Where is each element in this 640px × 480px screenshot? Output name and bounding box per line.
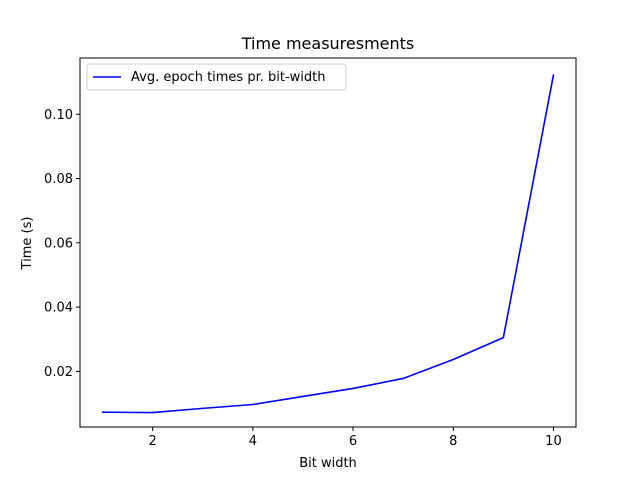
x-tick-label: 4 xyxy=(249,434,257,449)
y-tick-label: 0.04 xyxy=(44,301,73,316)
series-line xyxy=(102,74,555,414)
legend-series-label: Avg. epoch times pr. bit-width xyxy=(131,70,326,85)
x-tick-label: 6 xyxy=(349,434,357,449)
y-tick-label: 0.10 xyxy=(44,108,73,123)
y-tick-label: 0.06 xyxy=(44,236,73,251)
axes-frame xyxy=(79,57,577,428)
data-point xyxy=(201,407,204,410)
legend: Avg. epoch times pr. bit-width xyxy=(86,63,347,91)
x-tick-label: 2 xyxy=(149,434,157,449)
data-point xyxy=(452,358,455,361)
y-axis: 0.02 0.04 0.06 0.08 0.10 xyxy=(44,108,80,380)
y-tick-label: 0.02 xyxy=(44,365,73,380)
data-point xyxy=(101,411,104,414)
data-point xyxy=(552,74,555,76)
data-point xyxy=(502,336,505,339)
data-point xyxy=(302,395,304,398)
chart-title: Time measuresments xyxy=(241,34,415,53)
x-tick-label: 8 xyxy=(449,434,457,449)
y-tick-label: 0.08 xyxy=(44,172,73,187)
y-axis-label: Time (s) xyxy=(20,217,35,271)
plot-area xyxy=(101,74,555,414)
x-axis-label: Bit width xyxy=(299,456,357,471)
x-axis: 2 4 6 8 10 xyxy=(149,427,562,449)
x-tick-label: 10 xyxy=(545,434,562,449)
data-point xyxy=(252,403,254,406)
data-point xyxy=(151,411,154,414)
data-point xyxy=(402,377,404,380)
legend-box xyxy=(86,63,347,91)
data-point xyxy=(352,387,354,390)
